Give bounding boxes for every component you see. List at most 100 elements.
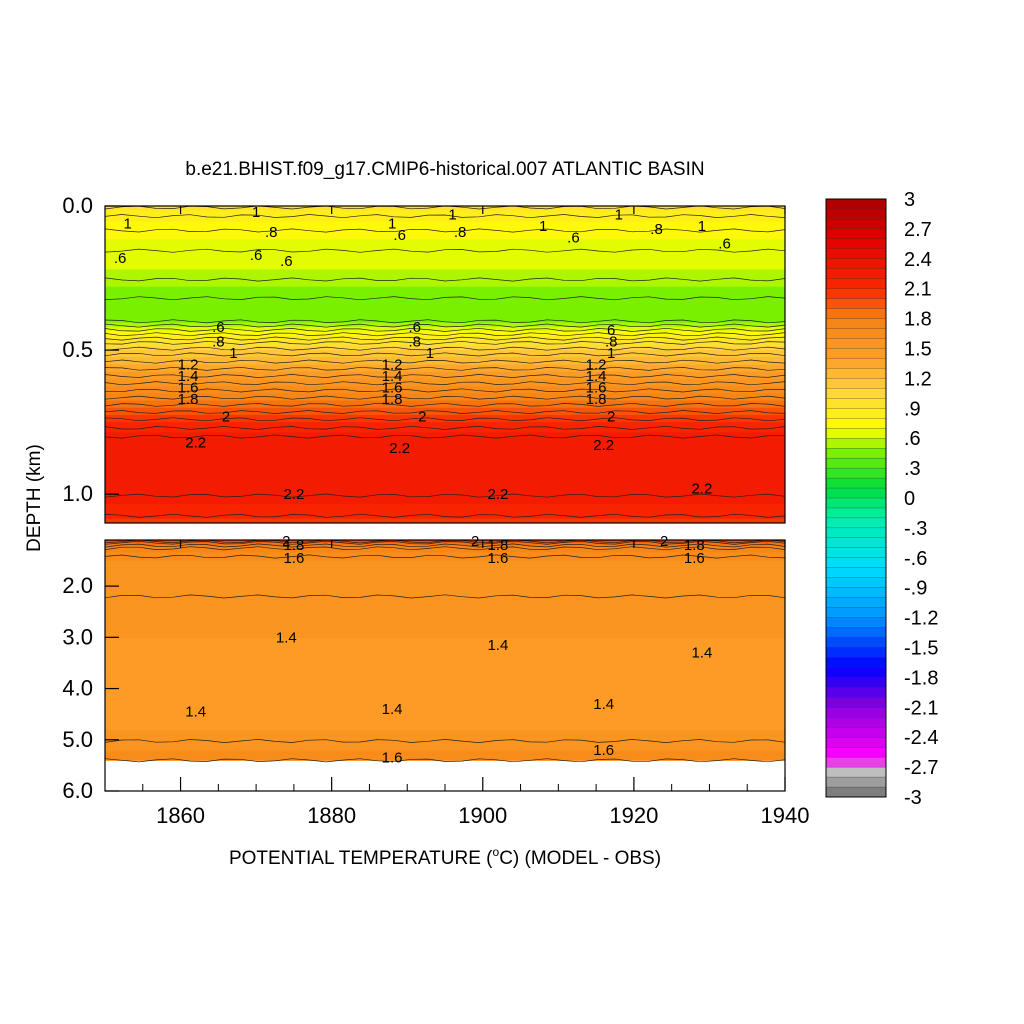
field-band: [105, 224, 785, 227]
contour-line: [105, 277, 785, 282]
contour-label: .8: [409, 333, 422, 350]
colorbar-swatch: [825, 288, 887, 300]
field-band: [105, 574, 785, 577]
field-band: [105, 263, 785, 266]
field-band: [105, 257, 785, 260]
field-band: [105, 647, 785, 650]
contour-label: .8: [650, 221, 663, 238]
colorbar-swatch: [825, 438, 887, 449]
contour-line: [105, 554, 785, 559]
field-band: [105, 712, 785, 715]
field-band: [105, 218, 785, 222]
field-band: [105, 230, 785, 233]
contour-label: 1: [448, 207, 456, 224]
field-band: [105, 488, 785, 491]
field-band: [105, 462, 785, 465]
field-band: [105, 291, 785, 294]
field-band: [105, 286, 785, 289]
field-band: [105, 433, 785, 436]
field-band: [105, 259, 785, 262]
field-band: [105, 430, 785, 433]
contour-label: 1.6: [382, 750, 403, 767]
contour-label: 2.2: [691, 480, 712, 497]
field-band: [105, 393, 785, 396]
field-band: [105, 723, 785, 726]
field-band: [105, 753, 785, 756]
colorbar-swatch: [825, 657, 887, 668]
field-band: [105, 206, 785, 209]
field-band: [105, 414, 785, 417]
colorbar-label: -.6: [904, 548, 927, 570]
colorbar-label: -2.4: [904, 727, 938, 749]
colorbar-swatch: [825, 547, 887, 559]
field-band: [105, 599, 785, 602]
field-band: [105, 482, 785, 485]
field-band: [105, 552, 785, 555]
field-band: [105, 743, 785, 746]
field-band: [105, 409, 785, 412]
contour-label: 1.2: [382, 357, 403, 374]
field-band: [105, 714, 785, 717]
field-band: [105, 253, 785, 256]
field-band: [105, 474, 785, 477]
colorbar-label: -1.8: [904, 667, 938, 689]
field-band: [105, 239, 785, 242]
contour-label: .6: [393, 227, 406, 244]
field-band: [105, 680, 785, 683]
field-band: [105, 563, 785, 566]
field-band: [105, 280, 785, 283]
field-band: [105, 456, 785, 459]
field-band: [105, 469, 785, 472]
field-band: [105, 370, 785, 373]
colorbar-swatch: [825, 557, 887, 569]
y-tick-label: 5.0: [62, 727, 93, 752]
field-band: [105, 321, 785, 324]
field-band: [105, 732, 785, 735]
colorbar-swatch: [825, 398, 887, 409]
field-band: [105, 311, 785, 314]
field-band: [105, 601, 785, 604]
colorbar-swatch: [825, 487, 887, 499]
upper-panel-field: [105, 206, 785, 523]
field-band: [105, 661, 785, 664]
field-band: [105, 681, 785, 684]
field-band: [105, 756, 785, 759]
field-band: [105, 373, 785, 376]
contour-line: [105, 319, 785, 324]
field-band: [105, 679, 785, 682]
field-band: [105, 440, 785, 443]
field-band: [105, 540, 785, 542]
field-band: [105, 309, 785, 312]
contour-line: [105, 332, 785, 337]
field-band: [105, 481, 785, 484]
field-band: [105, 570, 785, 573]
field-band: [105, 471, 785, 474]
field-band: [105, 378, 785, 381]
contour-label: 1.8: [487, 537, 508, 554]
x-tick-label: 1880: [307, 803, 356, 828]
x-tick-label: 1920: [609, 803, 658, 828]
field-band: [105, 267, 785, 270]
colorbar-swatch: [825, 378, 887, 389]
field-band: [105, 249, 785, 252]
field-band: [105, 628, 785, 631]
field-band: [105, 636, 785, 639]
contour-labels: 1111111.8.8.8.6.6.6.6.6.6.6.811.21.41.61…: [114, 204, 731, 767]
field-band: [105, 585, 785, 588]
contour-label: 1.4: [382, 368, 403, 385]
contour-label: 1: [252, 204, 260, 221]
contour-label: 2: [418, 408, 426, 425]
colorbar-swatch: [825, 258, 887, 270]
field-band: [105, 412, 785, 415]
field-band: [105, 752, 785, 754]
field-band: [105, 465, 785, 468]
field-band: [105, 595, 785, 598]
contour-line: [105, 546, 785, 551]
field-band: [105, 688, 785, 691]
field-band: [105, 610, 785, 613]
field-band: [105, 604, 785, 607]
field-band: [105, 312, 785, 315]
field-band: [105, 407, 785, 410]
contour-label: .8: [212, 333, 225, 350]
field-band: [105, 551, 785, 553]
